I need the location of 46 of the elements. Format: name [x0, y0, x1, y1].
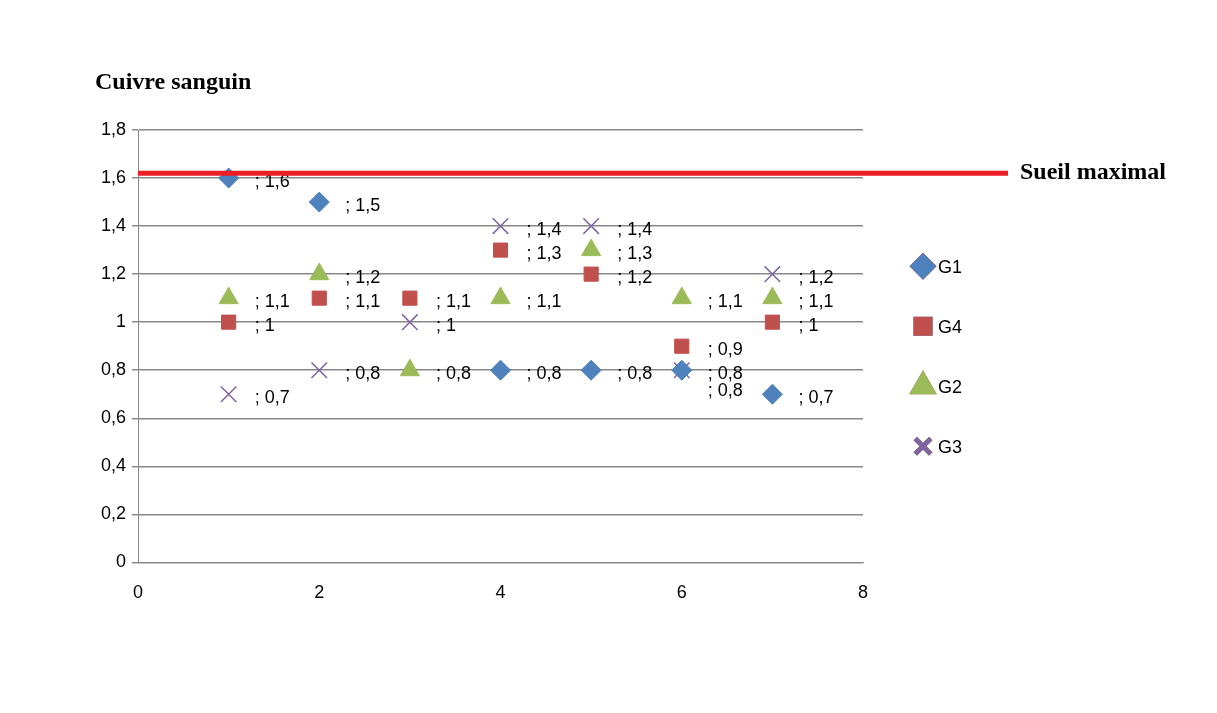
data-label: ; 1,5 — [345, 195, 381, 216]
data-label: ; 0,8 — [617, 363, 653, 384]
y-tick-label: 0,8 — [100, 359, 127, 380]
legend-label: G4 — [938, 317, 963, 338]
ref-line-label: Sueil maximal — [1020, 158, 1167, 185]
data-label: ; 0,8 — [707, 363, 743, 384]
data-label: ; 1,1 — [707, 291, 743, 312]
data-label: ; 1,4 — [617, 219, 653, 240]
y-tick-label: 0,2 — [100, 503, 127, 524]
x-tick-label: 8 — [857, 582, 869, 603]
y-tick-label: 0 — [116, 551, 127, 572]
data-label: ; 1,2 — [345, 267, 381, 288]
legend-label: G1 — [938, 257, 963, 278]
x-tick-label: 0 — [133, 582, 144, 603]
data-label: ; 1,2 — [798, 267, 834, 288]
legend-label: G3 — [938, 437, 963, 458]
data-label: ; 1 — [254, 315, 275, 336]
x-tick-label: 6 — [676, 582, 687, 603]
data-label: ; 1 — [798, 315, 819, 336]
data-label: ; 1,1 — [435, 291, 471, 312]
data-label: ; 1,3 — [617, 243, 653, 264]
data-label: ; 0,9 — [707, 339, 743, 360]
y-tick-label: 1,6 — [100, 167, 127, 188]
data-label: ; 1,1 — [798, 291, 834, 312]
data-label: ; 0,8 — [345, 363, 381, 384]
x-tick-label: 4 — [495, 582, 506, 603]
data-label: ; 1,1 — [254, 291, 290, 312]
legend-label: G2 — [938, 377, 963, 398]
chart-title: Cuivre sanguin — [95, 68, 252, 95]
y-tick-label: 1,4 — [100, 215, 127, 236]
y-tick-label: 0,4 — [100, 455, 127, 476]
y-tick-label: 1 — [116, 311, 127, 332]
x-tick-label: 2 — [314, 582, 325, 603]
data-label: ; 1,1 — [526, 291, 562, 312]
data-label: ; 1,4 — [526, 219, 562, 240]
data-label: ; 0,7 — [798, 387, 834, 408]
y-tick-label: 1,2 — [100, 263, 127, 284]
y-tick-label: 0,6 — [100, 407, 127, 428]
data-label: ; 1,1 — [345, 291, 381, 312]
data-label: ; 1,3 — [526, 243, 562, 264]
data-label: ; 1,2 — [617, 267, 653, 288]
data-label: ; 1 — [435, 315, 456, 336]
data-label: ; 0,8 — [435, 363, 471, 384]
data-label: ; 0,8 — [526, 363, 562, 384]
data-label: ; 0,7 — [254, 387, 290, 408]
y-tick-label: 1,8 — [100, 118, 127, 139]
